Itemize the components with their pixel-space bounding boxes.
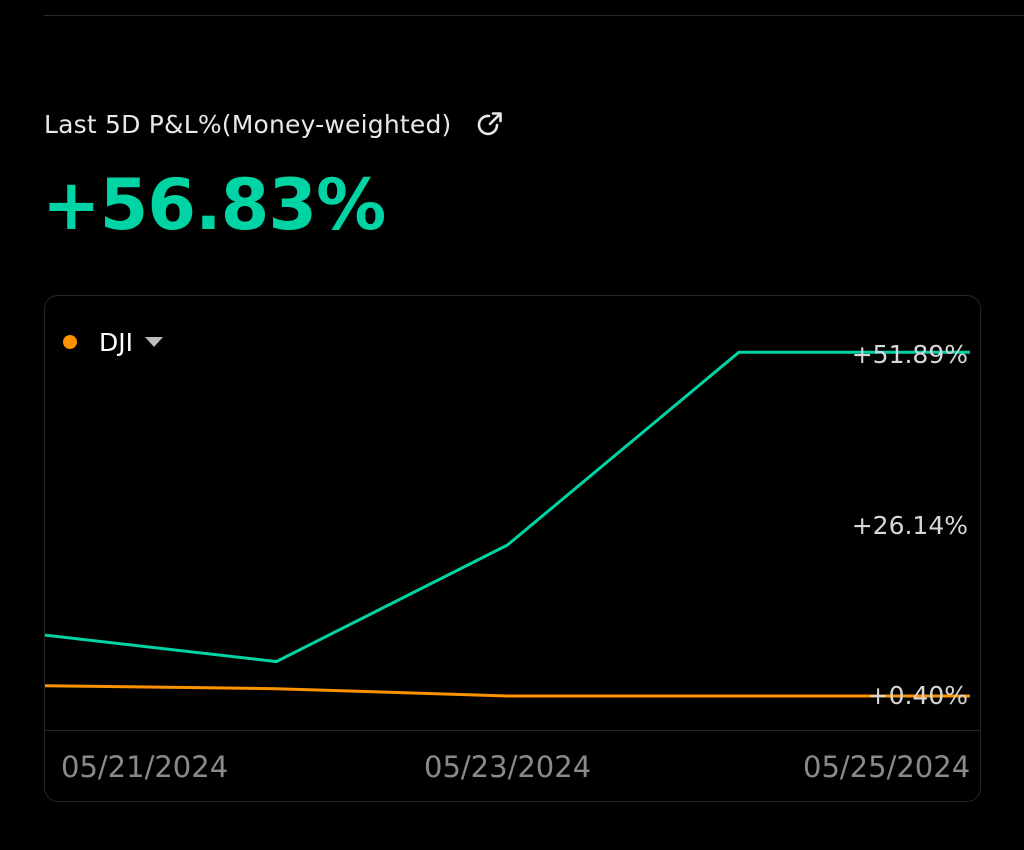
caret-down-icon: [145, 337, 163, 347]
y-tick-label: +51.89%: [851, 340, 968, 369]
series-line-dji: [45, 684, 970, 698]
pnl-label: Last 5D P&L%(Money-weighted): [44, 109, 452, 139]
x-tick-label: 05/21/2024: [61, 750, 229, 784]
pnl-value: +56.83%: [42, 164, 386, 246]
line-chart: [45, 350, 970, 698]
series-line-portfolio: [45, 350, 970, 664]
legend-dot: [63, 335, 77, 349]
chart-card: DJI +51.89% +26.14% +0.40% 05/21/2024 05/23…: [44, 295, 981, 802]
legend-label: DJI: [99, 327, 133, 357]
y-tick-label: +0.40%: [867, 681, 968, 710]
pnl-header: Last 5D P&L%(Money-weighted): [44, 104, 506, 144]
benchmark-selector[interactable]: DJI: [63, 326, 163, 358]
top-divider: [44, 15, 1024, 16]
x-axis-line: [45, 730, 980, 731]
share-arrow-icon[interactable]: [474, 108, 506, 140]
x-tick-label: 05/25/2024: [803, 750, 971, 784]
x-tick-label: 05/23/2024: [424, 750, 592, 784]
y-tick-label: +26.14%: [851, 510, 968, 540]
